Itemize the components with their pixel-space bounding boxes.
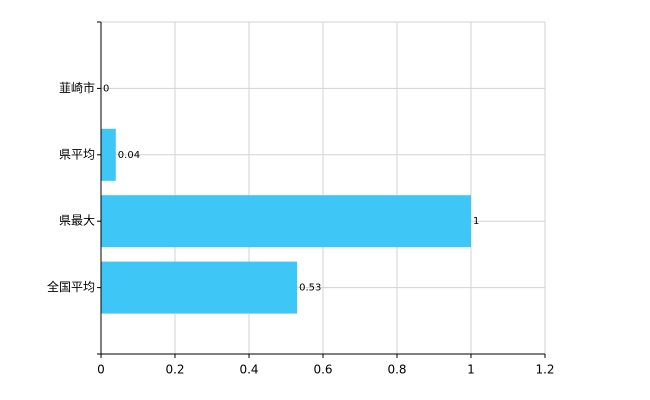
value-label: 0	[103, 83, 109, 94]
y-tick-label: 全国平均	[47, 279, 95, 294]
y-tick-label: 県最大	[59, 214, 95, 228]
value-label: 0.53	[299, 283, 321, 294]
x-tick-label: 0.8	[387, 363, 406, 377]
bar	[101, 128, 116, 181]
bar	[101, 195, 471, 248]
x-tick-label: 0.6	[313, 363, 332, 377]
x-tick-label: 0.2	[165, 363, 184, 377]
x-tick-label: 1	[467, 363, 475, 377]
bar	[101, 261, 298, 314]
y-tick-label: 韮崎市	[59, 80, 95, 95]
value-label: 0.04	[118, 150, 140, 161]
y-tick-label: 県平均	[59, 147, 95, 161]
x-tick-label: 1.2	[535, 363, 554, 377]
x-tick-label: 0.4	[239, 363, 258, 377]
value-label: 1	[473, 216, 479, 227]
x-tick-label: 0	[97, 363, 105, 377]
